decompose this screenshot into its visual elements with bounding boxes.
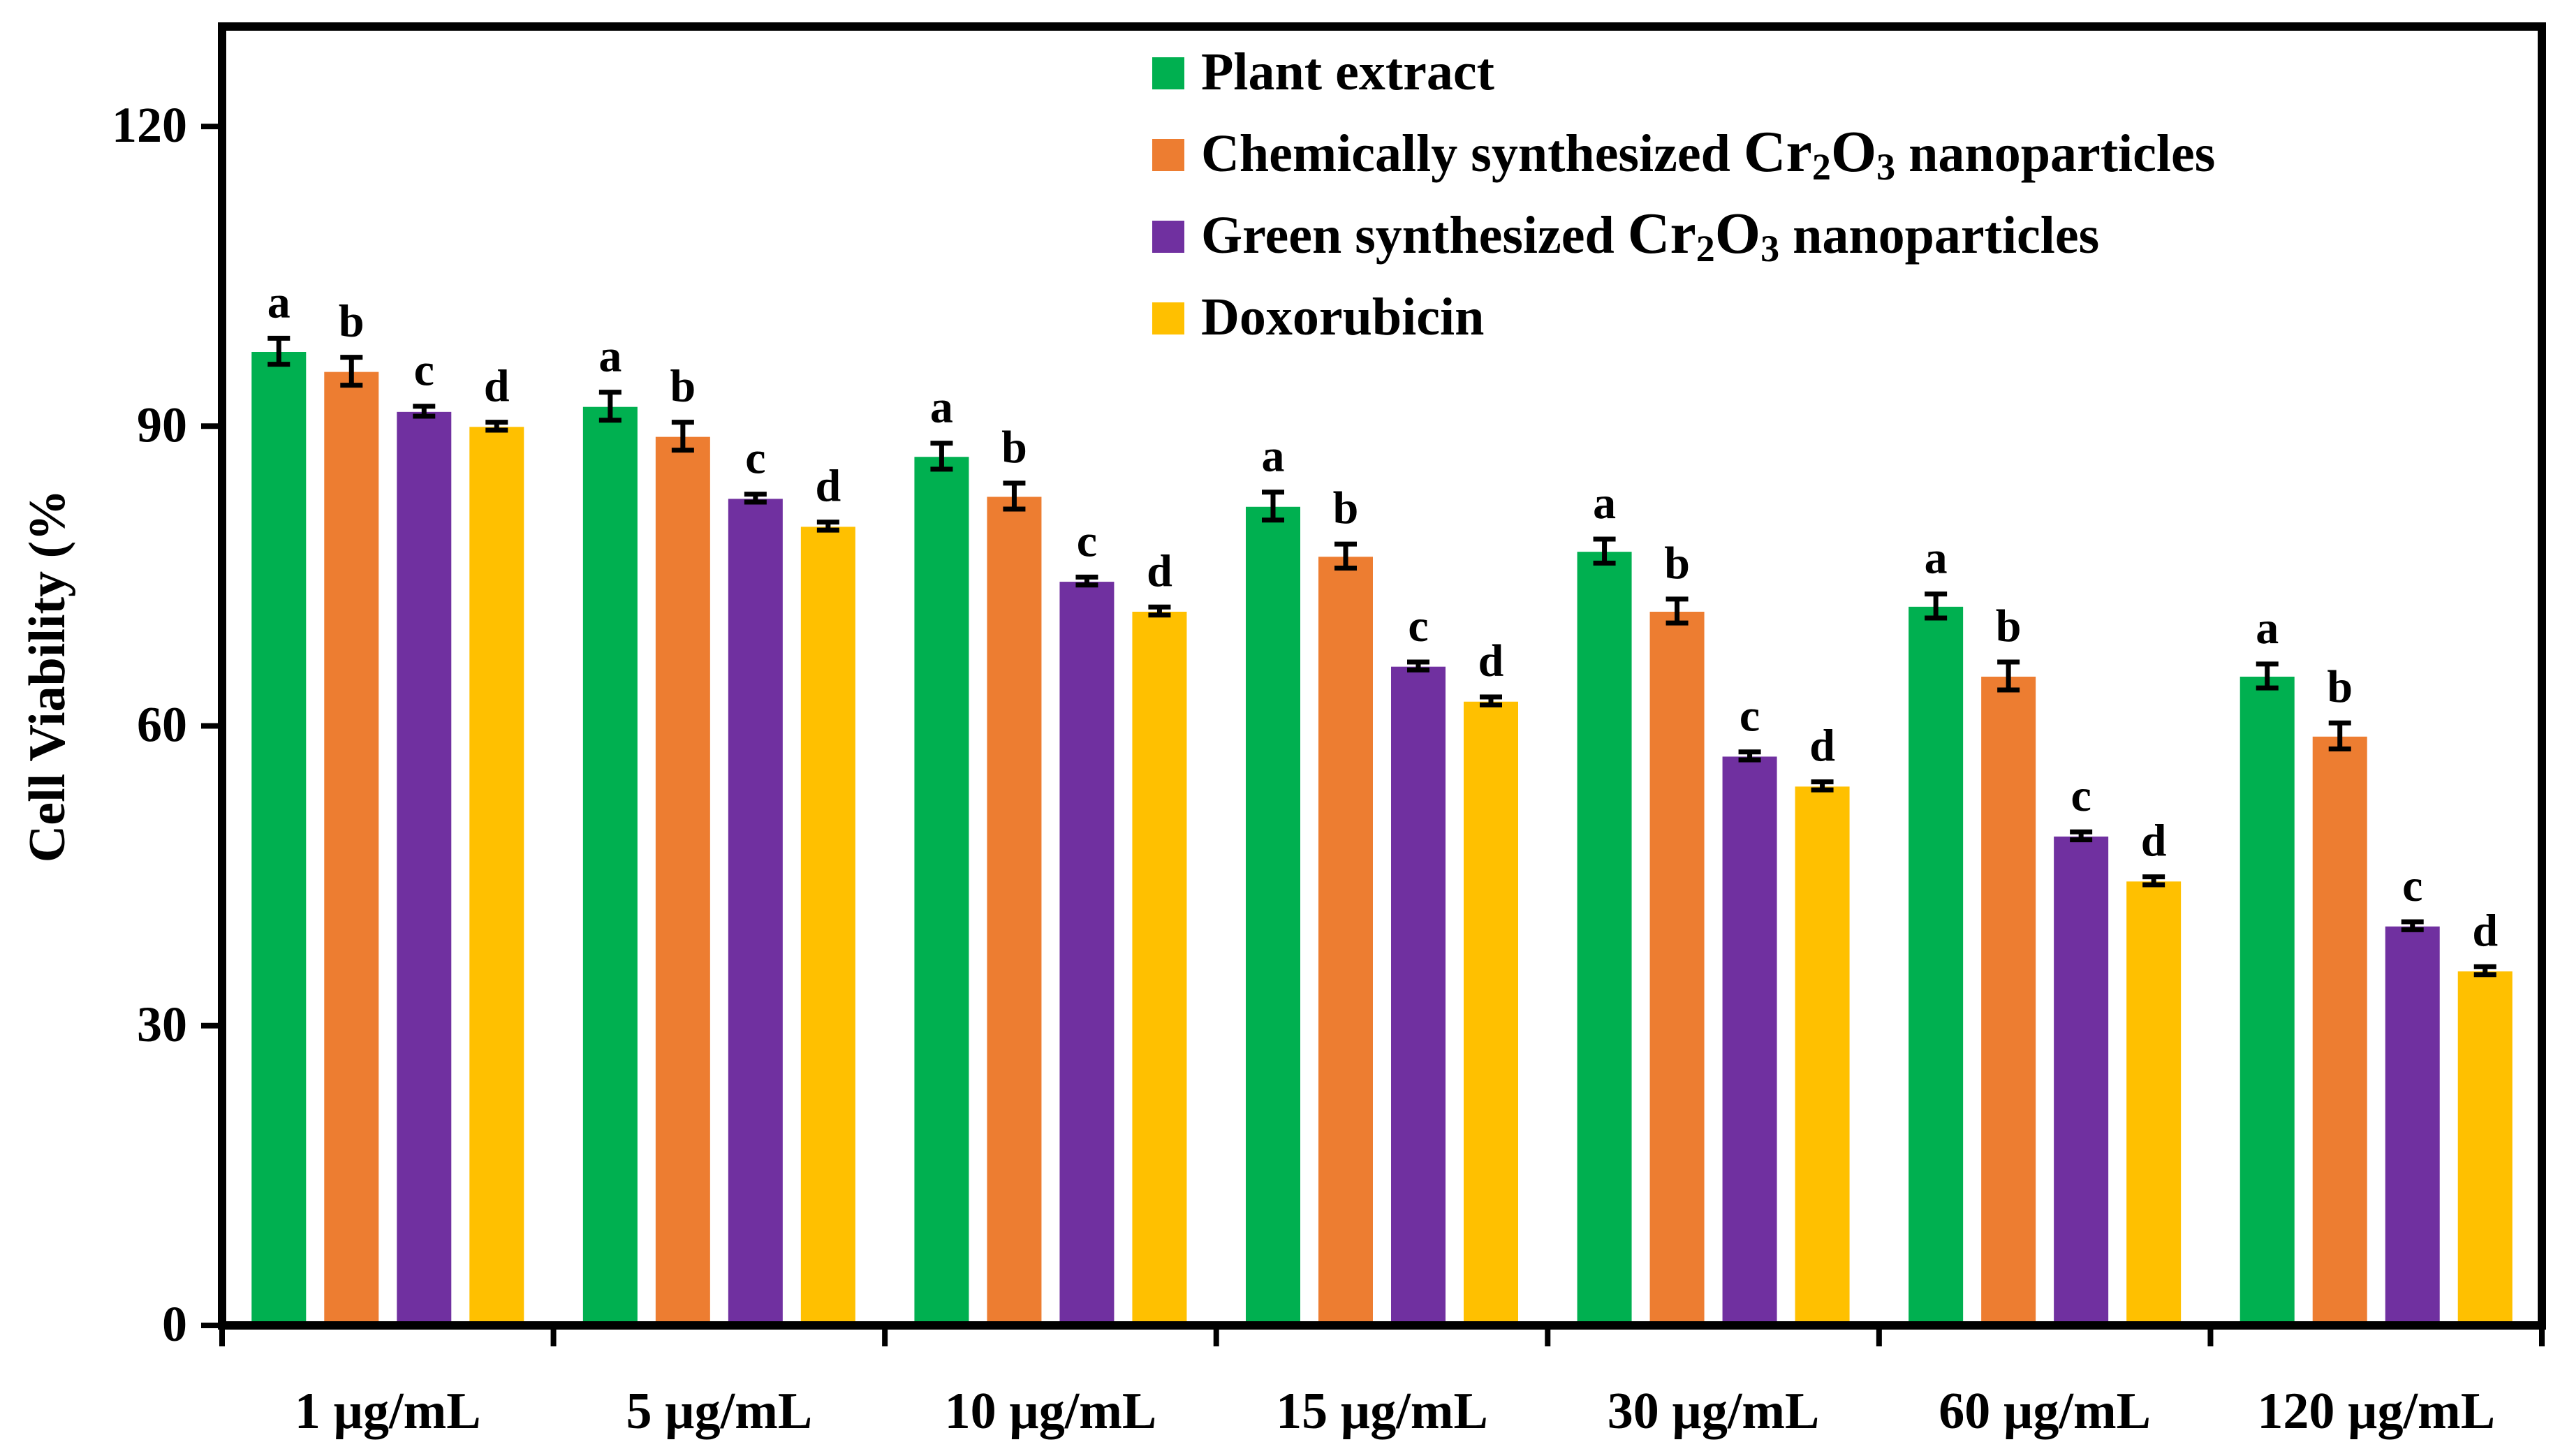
bar [1793,785,1851,1326]
significance-letter: b [1333,483,1359,534]
significance-letter: a [2256,603,2279,654]
legend-label: Green synthesized Cr2O3 nanoparticles [1201,201,2099,270]
y-axis-title: Cell Viability (% [19,490,76,862]
y-tick-label: 90 [137,397,187,453]
bar [1244,505,1302,1326]
bar [581,405,639,1327]
bar [2125,880,2183,1327]
bar [654,435,712,1326]
significance-letter: d [484,361,510,412]
significance-letter: d [815,461,841,512]
bar [1721,755,1779,1326]
x-tick-label: 10 µg/mL [945,1383,1157,1440]
legend-swatch [1152,57,1184,89]
bar [726,497,784,1326]
legend-swatch [1152,221,1184,253]
axes-layer: 0 30 60 90 120 1 µg/mL 5 µg/mL 10 µg/mL 15 µg/mL… [19,97,2545,1440]
legend: Plant extract Chemically synthesized Cr2O… [1152,43,2215,346]
bar [1575,550,1633,1327]
bar [1390,665,1447,1326]
significance-letter: a [267,277,291,328]
x-tick-label: 15 µg/mL [1276,1383,1488,1440]
bar [913,455,971,1327]
bar [985,495,1043,1326]
y-tick-label: 120 [112,97,187,153]
significance-letter: c [2402,860,2422,911]
legend-label: Plant extract [1201,43,1494,101]
bar [1058,580,1116,1326]
legend-label: Chemically synthesized Cr2O3 nanoparticl… [1201,119,2215,188]
y-tick-label: 0 [162,1296,187,1352]
significance-letter: c [745,433,765,484]
significance-letter: b [1001,422,1027,473]
significance-letter: d [1478,635,1504,686]
bar [250,351,308,1326]
y-tick-label: 60 [137,697,187,753]
legend-swatch [1152,139,1184,171]
bar [1648,610,1706,1326]
significance-letter: c [1740,691,1760,742]
bar [1317,555,1374,1326]
significance-letter: a [1262,431,1285,482]
bar [2456,970,2514,1326]
significance-letter: b [670,361,696,412]
significance-letter: c [2071,770,2091,821]
significance-letter: d [2472,905,2498,956]
bar [1131,610,1189,1326]
significance-letter: a [930,382,953,433]
bar [2383,925,2441,1326]
bar [1462,700,1520,1326]
bar [799,525,857,1326]
legend-swatch [1152,302,1184,334]
x-tick-label: 5 µg/mL [626,1383,813,1440]
bar [395,410,453,1326]
significance-letter: d [2141,816,2167,867]
significance-letter: a [1925,533,1948,584]
significance-letter: a [1593,478,1616,529]
significance-letter: d [1809,721,1835,772]
significance-letter: a [598,331,622,382]
bar [2052,834,2110,1326]
x-tick-label: 1 µg/mL [295,1383,481,1440]
x-tick-label: 120 µg/mL [2257,1383,2495,1440]
bar [2311,735,2369,1327]
significance-letter: b [1664,538,1690,589]
x-tick-label: 60 µg/mL [1939,1383,2151,1440]
bar [323,370,381,1326]
legend-label: Doxorubicin [1201,288,1484,346]
x-tick-label: 30 µg/mL [1608,1383,1820,1440]
significance-letter: c [1408,601,1428,652]
significance-letter: b [339,296,365,347]
significance-letter: b [1996,601,2022,652]
bar [1980,675,2038,1326]
y-tick-label: 30 [137,997,187,1052]
significance-letter: b [2327,661,2353,712]
significance-letter: c [1077,515,1097,566]
bar [468,425,526,1326]
significance-letter: d [1147,545,1172,596]
bar [1907,605,1965,1326]
significance-letter: c [414,345,434,396]
bar [2238,675,2296,1326]
